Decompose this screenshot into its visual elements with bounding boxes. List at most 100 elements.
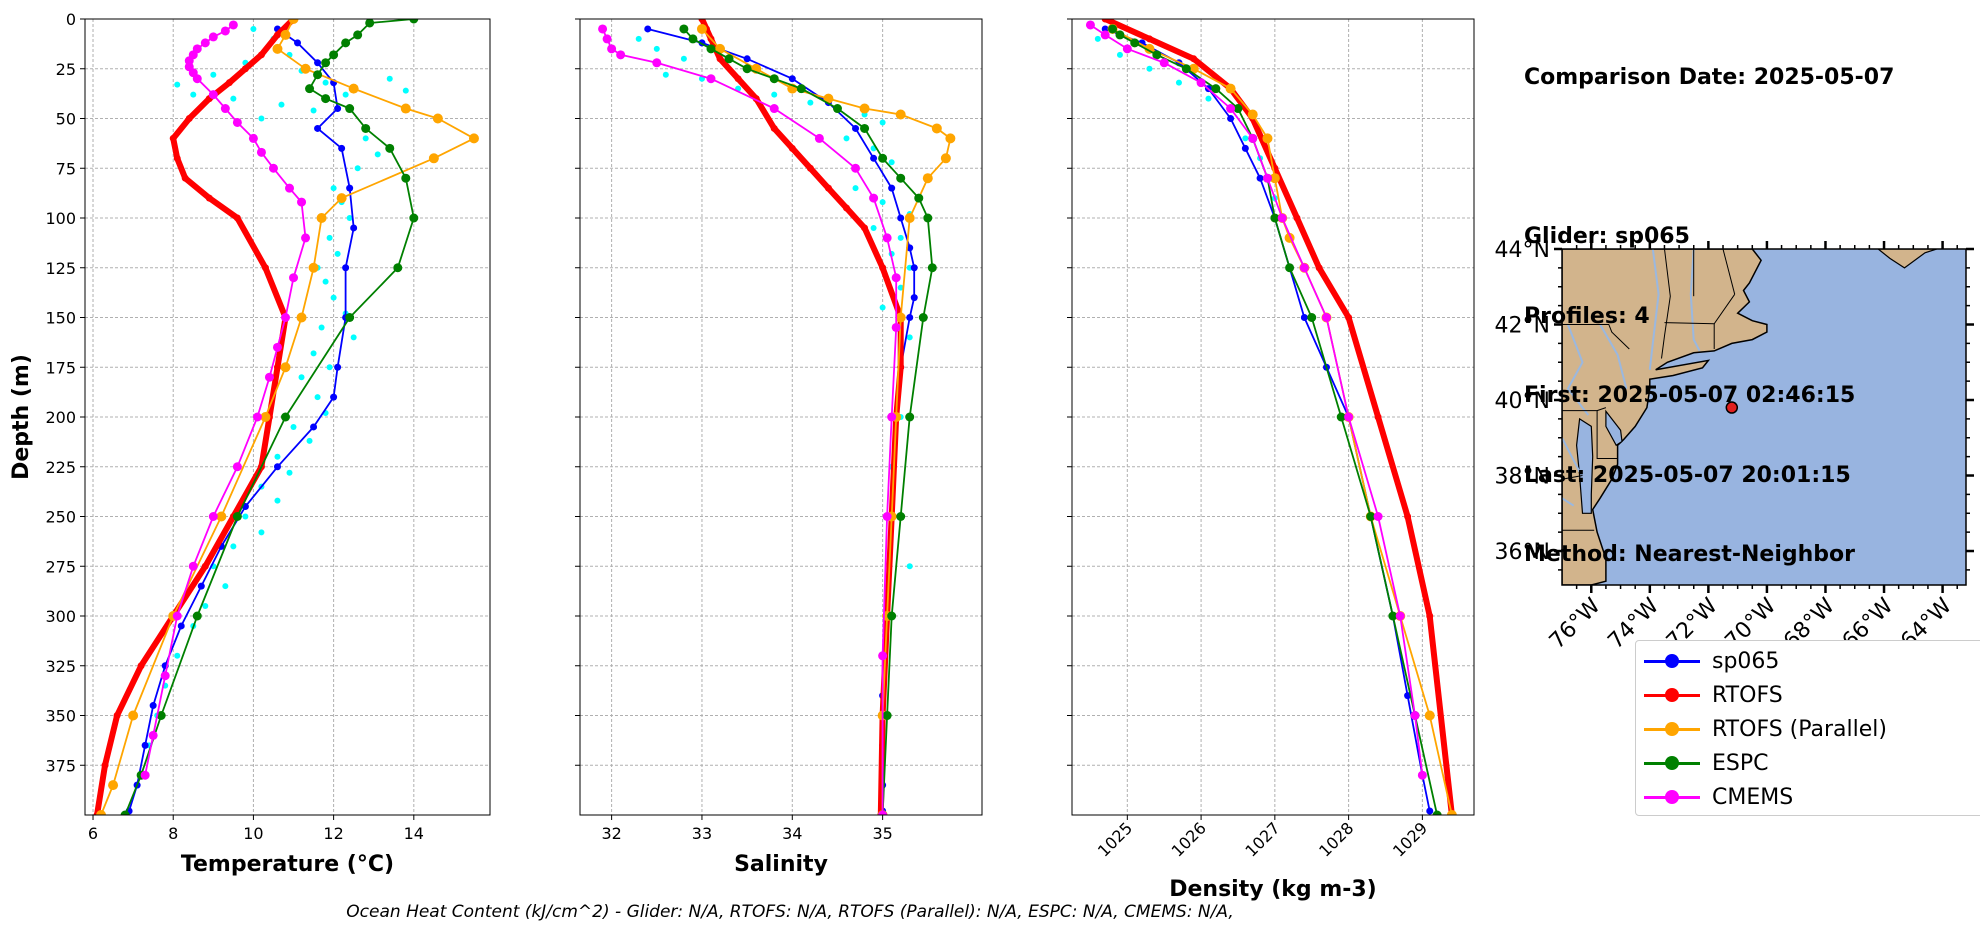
series-point	[1190, 55, 1198, 63]
ocean-heat-content-footer: Ocean Heat Content (kJ/cm^2) - Glider: N…	[346, 902, 1234, 922]
x-tick-label: 12	[323, 824, 343, 843]
glider-scatter-point	[334, 250, 341, 257]
series-point	[280, 362, 291, 373]
series-point	[769, 74, 779, 84]
glider-scatter-point	[879, 199, 886, 206]
legend-item-rtofs-parallel: RTOFS (Parallel)	[1644, 714, 1887, 744]
series-point	[334, 363, 342, 371]
series-point	[321, 94, 331, 104]
series-point	[1100, 30, 1110, 40]
series-point	[1336, 412, 1346, 422]
series-point	[910, 294, 918, 302]
y-tick-label: 75	[56, 159, 76, 178]
series-point	[197, 582, 205, 590]
glider-scatter-point	[879, 304, 886, 311]
series-point	[256, 147, 266, 157]
series-point	[241, 65, 249, 73]
legend-item-rtofs: RTOFS	[1644, 680, 1783, 710]
series-point	[607, 44, 617, 54]
glider-scatter-point	[870, 224, 877, 231]
glider-scatter-point	[310, 107, 317, 114]
series-point	[316, 213, 327, 223]
series-point	[248, 133, 258, 143]
y-tick-label: 150	[45, 309, 76, 328]
series-point	[1101, 25, 1109, 33]
y-tick-label: 275	[45, 557, 76, 576]
lat-tick-label: 42°N	[1495, 314, 1550, 339]
series-point	[252, 412, 262, 422]
state-border	[1562, 475, 1583, 480]
glider-scatter-point	[1175, 79, 1182, 86]
y-tick-label: 250	[45, 508, 76, 527]
series-point	[788, 144, 796, 152]
legend-swatch	[1644, 748, 1700, 778]
glider-scatter-point	[242, 513, 249, 520]
series-line-rtofs	[94, 19, 296, 815]
glider-scatter-point	[342, 91, 349, 98]
glider-scatter-point	[888, 159, 895, 166]
lat-tick-label: 40°N	[1495, 389, 1550, 414]
series-point	[860, 123, 870, 133]
series-point	[329, 50, 339, 60]
series-point	[823, 93, 834, 104]
legend-label: CMEMS	[1712, 784, 1794, 810]
series-point	[1115, 30, 1125, 40]
glider-scatter-point	[1146, 65, 1153, 72]
y-tick-label: 375	[45, 756, 76, 775]
x-tick-label: 1025	[1094, 818, 1136, 860]
series-point	[1130, 38, 1140, 48]
glider-scatter-point	[174, 652, 181, 659]
legend-swatch	[1644, 782, 1700, 812]
series-point	[1366, 512, 1376, 521]
series-point	[598, 24, 608, 34]
series-point	[336, 193, 347, 204]
series-point	[232, 117, 242, 127]
series-line-sp065	[128, 28, 355, 812]
series-line-rtofs-parallel-	[1112, 28, 1453, 815]
lon-tick-label: 76°W	[1545, 593, 1606, 654]
series-point	[715, 43, 726, 54]
map-content	[1562, 249, 1966, 585]
info-comparison-date: Comparison Date: 2025-05-07	[1524, 65, 1895, 90]
series-point	[173, 154, 181, 162]
series-point	[922, 173, 933, 184]
series-point	[216, 511, 227, 522]
series-point	[814, 133, 824, 143]
state-border	[1722, 249, 1736, 295]
series-point	[300, 63, 311, 74]
state-border	[1562, 324, 1630, 350]
legend-item-espc: ESPC	[1644, 748, 1769, 778]
series-point	[1152, 50, 1162, 60]
glider-scatter-point	[190, 91, 197, 98]
glider-scatter-point	[222, 583, 229, 590]
series-point	[432, 113, 443, 124]
series-point	[742, 64, 752, 74]
glider-scatter-point	[274, 453, 281, 460]
series-point	[859, 103, 870, 114]
series-point	[346, 184, 354, 192]
series-point	[268, 163, 278, 173]
series-point	[1321, 313, 1331, 322]
data-layer	[93, 19, 479, 815]
glider-scatter-point	[258, 115, 265, 122]
series-point	[878, 153, 888, 163]
series-point	[401, 173, 411, 183]
x-tick-label: 10	[243, 824, 263, 843]
series-point	[228, 20, 238, 30]
series-point	[679, 24, 689, 34]
series-point	[1256, 174, 1264, 182]
series-point	[806, 164, 814, 172]
series-point	[96, 810, 107, 815]
series-point	[897, 214, 905, 222]
x-tick-label: 33	[692, 824, 712, 843]
series-point	[1108, 24, 1118, 34]
info-glider: Glider: sp065	[1524, 224, 1690, 249]
series-point	[832, 104, 842, 114]
legend-item-cmems: CMEMS	[1644, 782, 1793, 812]
glider-scatter-point	[326, 364, 333, 371]
glider-scatter-point	[374, 151, 381, 158]
series-point	[918, 313, 928, 322]
x-axis-label: Density (kg m-3)	[1169, 877, 1377, 902]
series-point	[1424, 710, 1435, 721]
glider-scatter-point	[314, 394, 321, 401]
